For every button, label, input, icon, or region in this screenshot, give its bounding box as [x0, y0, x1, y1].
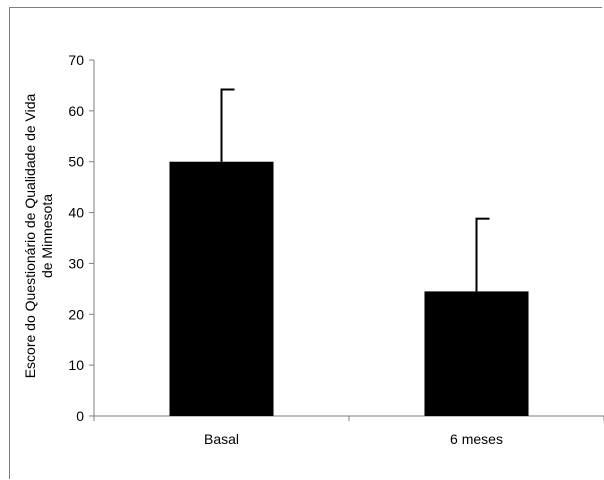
y-axis-title-line-2: de Minnesota: [39, 194, 55, 278]
y-tick-label: 60: [68, 103, 84, 119]
y-tick-label: 50: [68, 154, 84, 170]
bar-1: [169, 161, 274, 416]
y-tick-label: 20: [68, 306, 84, 322]
x-ticks: Basal 6 meses: [93, 416, 604, 447]
y-tick-label: 10: [68, 357, 84, 373]
chart-frame: [9, 7, 602, 479]
bars: [169, 88, 529, 416]
bar-2: [424, 291, 529, 416]
y-tick-label: 0: [76, 408, 84, 424]
y-tick-label: 40: [68, 205, 84, 221]
x-tick-label: 6 meses: [450, 431, 503, 447]
x-tick-label: Basal: [204, 431, 239, 447]
y-axis-title-line-1: Escore do Questionário de Qualidade de V…: [22, 93, 38, 378]
y-tick-label: 30: [68, 255, 84, 271]
y-ticks: 0 10 20 30 40 50 60 70: [68, 52, 94, 424]
y-tick-label: 70: [68, 52, 84, 68]
